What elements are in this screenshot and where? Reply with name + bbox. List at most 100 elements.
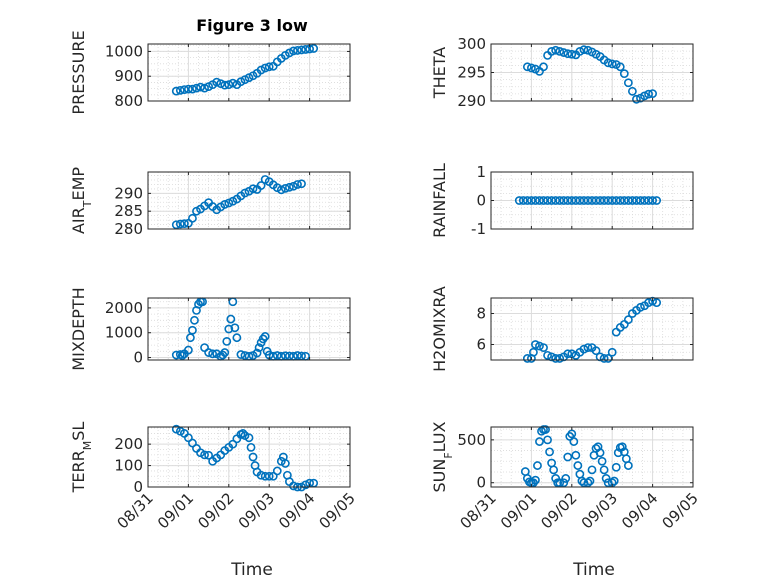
data-point — [652, 298, 662, 308]
data-point — [212, 77, 222, 87]
data-point — [190, 315, 199, 325]
y-axis-label: PRESSURE — [69, 30, 88, 114]
y-tick-label: 100 — [114, 457, 143, 475]
y-tick-label: 290 — [114, 184, 143, 202]
data-point — [175, 219, 185, 229]
y-tick-label: 0 — [133, 349, 143, 367]
data-point — [611, 196, 621, 205]
data-point — [183, 84, 193, 94]
y-axis-label-rest: EMP — [69, 167, 88, 201]
data-point — [644, 298, 653, 308]
axes-box — [147, 43, 351, 102]
data-point — [599, 354, 609, 363]
data-point — [579, 344, 589, 354]
data-point — [567, 49, 577, 59]
data-point — [615, 196, 625, 205]
data-point — [591, 196, 601, 205]
data-point — [539, 196, 548, 205]
data-point — [240, 351, 250, 360]
y-tick-label: -1 — [471, 220, 486, 238]
y-axis-label-main: AIR — [69, 207, 88, 234]
data-point — [632, 94, 641, 104]
data-point — [648, 89, 657, 98]
data-point — [256, 470, 266, 480]
data-point — [244, 433, 254, 443]
data-point — [623, 461, 633, 470]
data-point — [188, 213, 197, 223]
data-point — [636, 196, 645, 205]
data-point — [309, 44, 319, 53]
data-point — [567, 196, 577, 205]
y-axis-label: MIXDEPTH — [69, 287, 88, 370]
x-tick-label: 09/01 — [497, 489, 540, 532]
subplot-5: 0 1000 2000 MIXDEPTH — [69, 287, 351, 371]
y-tick-label: 280 — [114, 220, 143, 238]
y-tick-label: 0 — [476, 192, 486, 210]
data-point — [188, 438, 197, 448]
data-point — [551, 196, 561, 205]
data-point — [531, 340, 540, 349]
data-point — [623, 315, 633, 325]
data-point — [599, 465, 609, 475]
data-point — [268, 471, 278, 481]
data-point — [264, 471, 274, 481]
data-point — [547, 47, 556, 56]
data-point — [555, 354, 565, 363]
axes-box — [147, 297, 351, 361]
y-axis-label-main: RAINFALL — [430, 163, 449, 238]
data-point — [280, 459, 290, 468]
data-point — [224, 324, 234, 334]
data-point — [563, 49, 573, 59]
data-point — [200, 83, 209, 93]
data-point — [248, 184, 258, 194]
data-point — [518, 196, 528, 205]
data-point — [531, 196, 540, 205]
data-point — [541, 425, 550, 434]
data-point — [579, 45, 589, 55]
data-point — [597, 456, 607, 466]
data-point — [561, 474, 571, 483]
data-point — [256, 181, 266, 190]
data-point — [175, 85, 185, 95]
y-axis-label-main: MIXDEPTH — [69, 287, 88, 370]
data-point — [289, 481, 298, 491]
axes-box — [147, 171, 351, 230]
data-point — [648, 196, 657, 205]
data-point — [254, 343, 264, 352]
data-point — [179, 85, 189, 94]
data-point — [527, 63, 536, 73]
data-point — [543, 435, 552, 445]
y-tick-label: 6 — [476, 336, 486, 354]
data-point — [171, 350, 181, 360]
data-point — [240, 188, 250, 198]
axes-box — [490, 297, 694, 361]
axes-box — [147, 426, 351, 488]
data-point — [583, 343, 593, 352]
y-axis-label: SUNFLUX — [430, 421, 455, 492]
y-axis-label-main: PRESSURE — [69, 30, 88, 114]
data-point — [543, 196, 552, 205]
data-point — [609, 476, 619, 486]
data-point — [529, 347, 538, 357]
figure-title: Figure 3 low — [196, 16, 308, 35]
data-point — [583, 45, 593, 55]
y-axis-label-main: TERR — [69, 450, 88, 493]
data-point — [531, 475, 540, 485]
data-point — [563, 452, 573, 462]
data-point — [171, 220, 181, 230]
subplot-6: 6 8 H2OMIXRA — [430, 286, 694, 372]
y-tick-label: 1000 — [105, 42, 143, 60]
data-point — [603, 58, 613, 68]
data-point — [204, 348, 213, 357]
data-point — [200, 450, 209, 460]
x-tick-label: 09/03 — [235, 489, 278, 532]
data-point — [514, 196, 524, 205]
data-point — [619, 196, 629, 205]
data-point — [559, 478, 569, 488]
data-point — [623, 196, 633, 205]
subplot-4: -1 0 1 RAINFALL — [430, 163, 694, 238]
data-point — [571, 196, 581, 205]
data-point — [563, 196, 573, 205]
data-point — [583, 478, 593, 488]
